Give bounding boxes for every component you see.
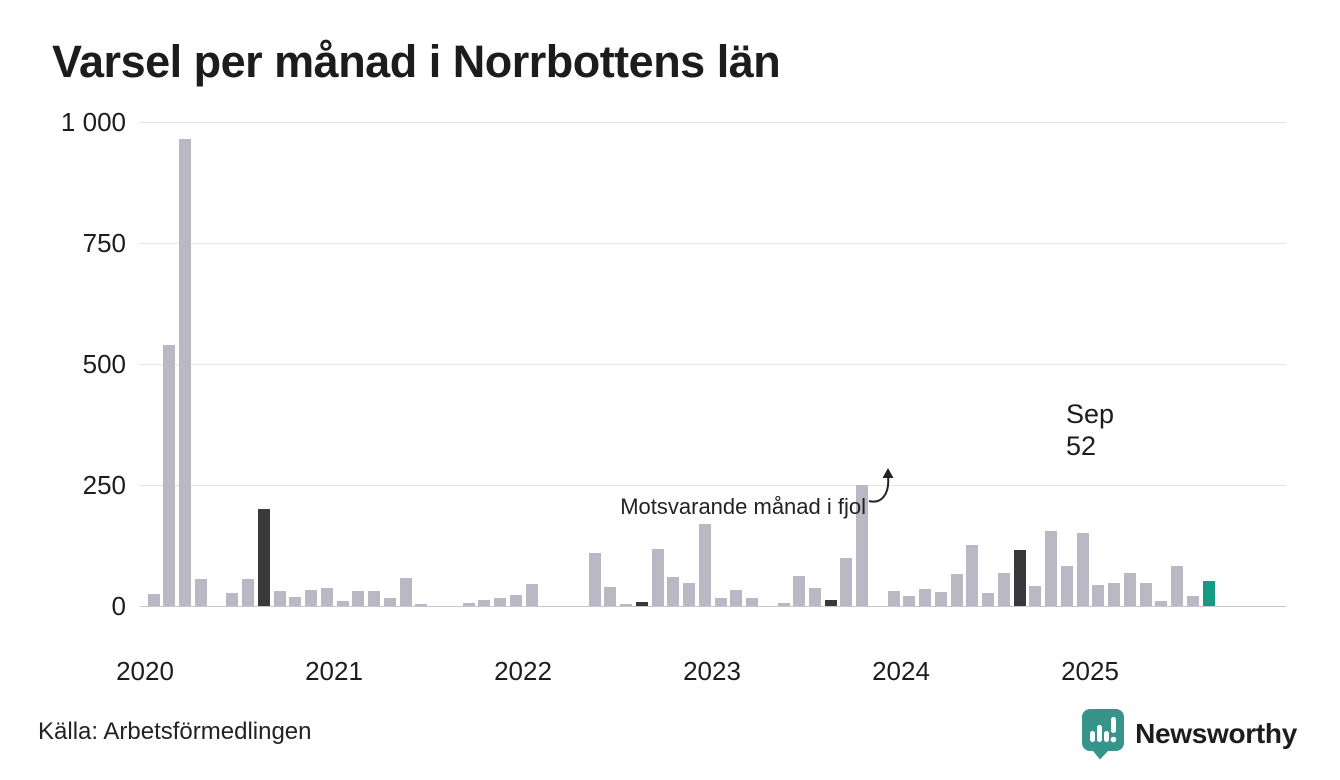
gridline-0 [140,606,1286,607]
current-month-value: 52 [1066,431,1097,461]
bar-2020-10 [274,591,286,606]
bar-2021-05 [384,598,396,606]
x-year-label-2023: 2023 [683,656,741,686]
bar-2023-03 [730,590,742,606]
comparison-annotation: Motsvarande månad i fjol [620,494,866,519]
bar-2022-01 [510,595,522,606]
bar-2023-08 [809,588,821,606]
bar-2025-01 [1077,533,1089,606]
bubble-shape [1082,709,1125,760]
bar-2025-07 [1171,566,1183,606]
x-year-label-2022: 2022 [494,656,552,686]
bar-2020-11 [289,597,301,606]
bar-2025-02 [1092,585,1104,606]
bar-2023-04 [746,598,758,606]
bar-2020-03 [163,345,175,606]
bar-2023-09-september [825,600,837,606]
bar-2021-04 [368,591,380,606]
bar-2022-02 [526,584,538,606]
gridline-250 [140,485,1286,486]
bar-2021-12 [494,598,506,606]
annotation-arrow-icon [868,468,894,503]
bar-2023-11 [856,485,868,606]
x-year-label-2020: 2020 [116,656,174,686]
bar-2024-10 [1029,586,1041,606]
newsworthy-bubble-icon [1082,709,1125,760]
bar-2024-03 [919,589,931,606]
x-year-label-2021: 2021 [305,656,363,686]
bar-2021-11 [478,600,490,606]
bar-2020-09-september [258,509,270,606]
bar-2023-10 [840,558,852,606]
gridline-1000 [140,122,1286,123]
y-tick-label-250: 250 [82,470,126,500]
bar-2022-08 [620,604,632,606]
bar-2025-06 [1155,601,1167,606]
bar-2020-08 [242,579,254,606]
bar-2024-05 [951,574,963,606]
bar-2024-12 [1061,566,1073,606]
chart-title: Varsel per månad i Norrbottens län [52,36,781,87]
bar-2025-09-current [1203,581,1215,606]
bar-2024-11 [1045,531,1057,606]
gridline-750 [140,243,1286,244]
bar-2021-03 [352,591,364,606]
bar-2024-01 [888,591,900,606]
bar-2024-09-september [1014,550,1026,606]
bar-2021-07 [415,604,427,606]
bar-2020-07 [226,593,238,606]
bar-2021-06 [400,578,412,606]
bar-2022-10 [652,549,664,606]
bar-2023-06 [778,603,790,606]
bar-2020-02 [148,594,160,606]
bar-2023-02 [715,598,727,606]
bar-2025-04 [1124,573,1136,606]
bar-2022-06 [589,553,601,606]
bar-2021-01 [321,588,333,606]
bar-2020-05 [195,579,207,606]
current-month-label: Sep 52 [1066,398,1114,462]
bar-2022-12 [683,583,695,606]
newsworthy-logo[interactable]: Newsworthy [1081,708,1297,760]
bar-2022-09-september [636,602,648,606]
bar-2021-02 [337,601,349,606]
bar-2023-01 [699,524,711,606]
bar-2022-07 [604,587,616,606]
bar-2025-05 [1140,583,1152,606]
bar-2023-07 [793,576,805,606]
current-month-name: Sep [1066,399,1115,429]
y-tick-label-0: 0 [111,591,126,621]
x-year-label-2025: 2025 [1061,656,1119,686]
bar-2024-07 [982,593,994,606]
plot-area: 0 250 500 750 1 000 2020 2021 2022 2023 2024 2025 [61,107,1286,686]
bar-2020-12 [305,590,317,606]
newsworthy-wordmark: Newsworthy [1135,718,1297,749]
bar-2024-04 [935,592,947,606]
y-tick-label-1000: 1 000 [60,107,126,137]
bar-2024-02 [903,596,915,606]
bar-2021-10 [463,603,475,606]
bar-2025-03 [1108,583,1120,606]
bar-2020-04 [179,139,191,606]
bar-2024-06 [966,545,978,606]
bar-2024-08 [998,573,1010,606]
y-tick-label-750: 750 [82,228,126,258]
bar-2022-11 [667,577,679,606]
bar-2025-08 [1187,596,1199,606]
y-tick-label-500: 500 [82,349,126,379]
source-note: Källa: Arbetsförmedlingen [38,718,312,745]
x-year-label-2024: 2024 [872,656,930,686]
gridline-500 [140,364,1286,365]
